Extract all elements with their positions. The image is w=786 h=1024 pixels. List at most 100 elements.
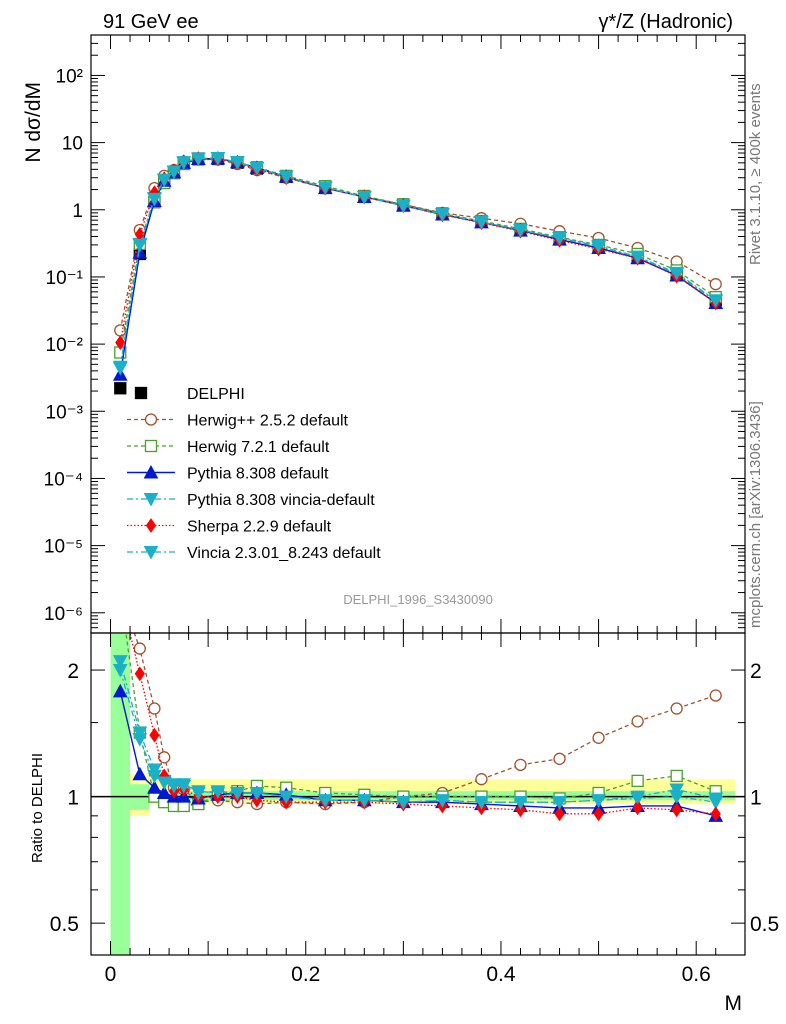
ratio-point-1-20: [670, 769, 683, 783]
main-ytick-label-0: 1: [72, 201, 83, 222]
ratio-point-1-19: [631, 774, 644, 788]
ratio-ytick-label-right-2: 2: [750, 660, 762, 683]
legend-marker-2: [144, 439, 158, 453]
main-series-4: [112, 151, 724, 375]
legend-label-1: Herwig++ 2.5.2 default: [187, 413, 349, 430]
ratio-point-5-0: [112, 664, 128, 678]
ratio-point-5-7: [210, 785, 226, 799]
ratio-xtick-label-1: 0.2: [291, 963, 320, 986]
main-point-6-3: [156, 173, 172, 188]
main-ytick-label--2: 10⁻²: [46, 335, 84, 356]
side-label-mcplots: mcplots.cern.ch [arXiv:1306.3436]: [747, 401, 764, 628]
ratio-point-5-10: [278, 790, 294, 805]
ratio-point-0-21: [709, 689, 722, 702]
main-series-2: [114, 152, 722, 359]
legend-item-6: Vincia 2.3.01_8.243 default: [127, 545, 381, 562]
main-series-1: [114, 153, 722, 337]
main-line-6: [119, 157, 717, 369]
main-ytick-label--1: 10⁻¹: [46, 268, 84, 289]
legend-marker-1: [144, 413, 158, 426]
ratio-point-5-13: [396, 796, 411, 810]
legend-label-5: Sherpa 2.2.9 default: [187, 519, 332, 536]
header-left: 91 GeV ee: [103, 11, 199, 33]
ratio-point-5-12: [356, 794, 372, 808]
ratio-point-5-9: [249, 786, 265, 801]
legend: DELPHI Herwig++ 2.5.2 default Herwig 7.2.1…: [127, 386, 381, 562]
ratio-point-5-21: [708, 792, 724, 806]
legend-item-0: DELPHI: [134, 386, 245, 403]
main-point-6-1: [132, 238, 148, 253]
legend-marker-5: [145, 518, 157, 533]
legend-item-4: Pythia 8.308 vincia-default: [127, 492, 375, 509]
ratio-point-2-3: [156, 785, 172, 799]
main-point-6-21: [708, 294, 724, 308]
ratio-point-5-2: [147, 769, 162, 784]
header-right: γ*/Z (Hadronic): [599, 11, 733, 33]
main-line-5: [119, 157, 717, 343]
ratio-point-4-17: [554, 806, 565, 822]
main-plot-area: [112, 150, 724, 395]
ratio-point-5-15: [474, 796, 489, 810]
main-point-6-18: [591, 239, 606, 254]
ratio-point-0-2: [148, 702, 161, 715]
main-point-6-4: [166, 165, 182, 180]
ratio-point-5-17: [552, 796, 567, 810]
ratio-point-5-8: [230, 786, 245, 801]
legend-marker-4: [143, 493, 159, 507]
ratio-point-0-16: [514, 758, 527, 771]
legend-marker-0: [134, 386, 148, 400]
main-point-6-9: [249, 161, 265, 176]
ratio-point-0-0: [115, 588, 126, 599]
ratio-xtick-label-0: 0: [105, 963, 117, 986]
ratio-point-4-19: [632, 800, 643, 816]
ratio-point-4-0: [116, 587, 125, 600]
main-point-6-17: [552, 231, 567, 246]
ratio-point-2-0: [112, 683, 128, 698]
main-ytick-label--5: 10⁻⁵: [44, 537, 83, 558]
main-frame: [90, 34, 746, 634]
main-ytick-label-1: 10: [62, 134, 83, 155]
ratio-point-4-1: [134, 666, 145, 682]
ratio-point-0-17: [553, 752, 566, 765]
legend-item-5: Sherpa 2.2.9 default: [127, 518, 332, 536]
main-ytick-label--6: 10⁻⁶: [44, 604, 83, 625]
main-ytick-label-2: 10²: [56, 66, 83, 87]
ratio-point-3-0: [112, 655, 128, 669]
ratio-point-5-4: [166, 779, 182, 794]
ratio-frame: [90, 632, 746, 956]
legend-label-0: DELPHI: [187, 386, 245, 403]
ratio-point-0-19: [631, 715, 644, 728]
legend-item-2: Herwig 7.2.1 default: [127, 439, 330, 456]
ratio-line-3: [119, 660, 716, 803]
legend-marker-3: [143, 464, 159, 479]
legend-item-3: Pythia 8.308 default: [127, 464, 329, 483]
main-panel: 10⁻⁶ 10⁻⁵ 10⁻⁴ 10⁻³ 10⁻² 10⁻¹ 1 10 10²: [44, 34, 746, 634]
ratio-point-1-0: [115, 588, 126, 599]
ratio-point-0-3: [158, 751, 171, 764]
main-series-0: [114, 152, 722, 395]
ratio-ytick-label-right-1: 1: [750, 787, 762, 810]
ratio-ylabel: Ratio to DELPHI: [29, 753, 46, 863]
legend-item-1: Herwig++ 2.5.2 default: [127, 413, 349, 430]
ratio-panel: 0.5 0.5 1 1 2 2 0 0.2 0.4 0.6: [50, 587, 779, 986]
ratio-point-5-20: [669, 783, 685, 797]
main-point-6-2: [147, 192, 162, 207]
legend-label-4: Pythia 8.308 vincia-default: [187, 492, 375, 509]
ratio-ytick-label-1: 1: [67, 787, 79, 810]
ratio-series-1: [115, 588, 722, 813]
ratio-xtick-label-2: 0.4: [486, 963, 516, 986]
ratio-point-2-2: [147, 780, 162, 794]
main-point-6-14: [435, 208, 450, 222]
main-point-6-16: [513, 223, 528, 238]
ratio-point-4-20: [671, 802, 682, 818]
ratio-line-1: [125, 633, 716, 807]
ratio-point-5-14: [435, 794, 450, 808]
ratio-point-5-6: [191, 786, 206, 801]
ratio-point-5-19: [630, 790, 645, 805]
ratio-point-0-1: [133, 642, 146, 655]
ratio-xtick-label-3: 0.6: [682, 963, 711, 986]
main-point-6-20: [669, 266, 685, 281]
ratio-plot-area: [91, 587, 745, 955]
ratio-point-2-1: [132, 766, 148, 781]
